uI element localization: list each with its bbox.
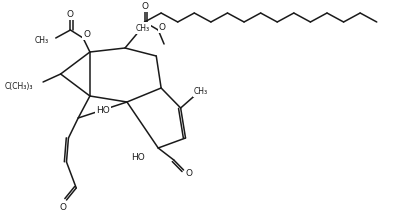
- Text: HO: HO: [96, 106, 109, 114]
- Text: O: O: [59, 204, 66, 213]
- Text: CH₃: CH₃: [35, 36, 49, 45]
- Text: O: O: [186, 169, 193, 178]
- Text: O: O: [83, 30, 90, 39]
- Text: CH₃: CH₃: [136, 24, 150, 33]
- Text: C(CH₃)₃: C(CH₃)₃: [5, 82, 33, 91]
- Text: HO: HO: [131, 153, 144, 162]
- Text: CH₃: CH₃: [194, 86, 208, 95]
- Text: O: O: [159, 22, 166, 31]
- Text: O: O: [141, 1, 148, 10]
- Text: O: O: [67, 9, 74, 18]
